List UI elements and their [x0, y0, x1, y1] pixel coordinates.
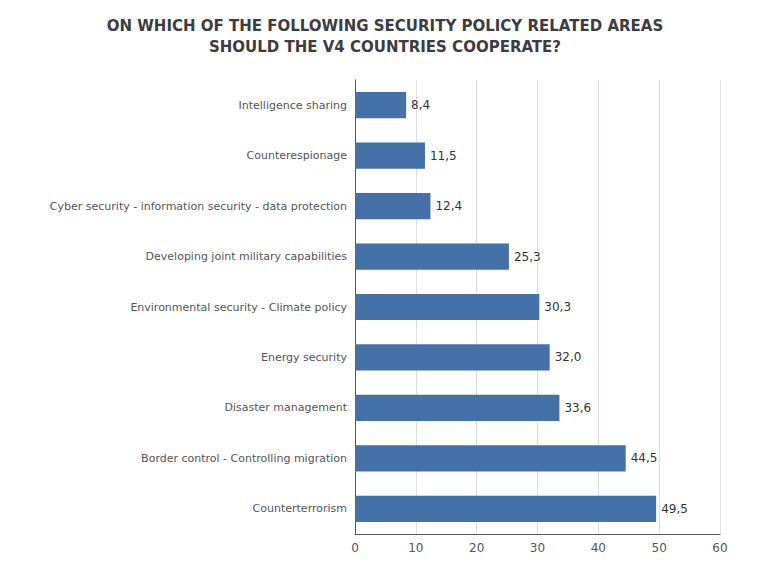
- svg-text:11,5: 11,5: [430, 149, 457, 163]
- svg-text:12,4: 12,4: [435, 199, 462, 213]
- svg-text:Environmental security - Clima: Environmental security - Climate policy: [130, 301, 347, 314]
- svg-text:60: 60: [712, 541, 727, 555]
- svg-text:8,4: 8,4: [411, 98, 430, 112]
- svg-text:44,5: 44,5: [631, 451, 658, 465]
- svg-text:Disaster management: Disaster management: [224, 401, 347, 414]
- svg-text:Energy security: Energy security: [261, 351, 347, 364]
- svg-text:0: 0: [351, 541, 359, 555]
- svg-text:Counterterrorism: Counterterrorism: [253, 502, 347, 515]
- svg-text:40: 40: [591, 541, 606, 555]
- svg-text:30,3: 30,3: [544, 300, 571, 314]
- svg-text:50: 50: [652, 541, 667, 555]
- svg-text:SHOULD THE V4 COUNTRIES COOPER: SHOULD THE V4 COUNTRIES COOPERATE?: [209, 38, 561, 56]
- svg-text:Counterespionage: Counterespionage: [247, 149, 348, 162]
- svg-text:33,6: 33,6: [564, 401, 591, 415]
- svg-text:Developing joint military capa: Developing joint military capabilities: [146, 250, 348, 263]
- svg-text:25,3: 25,3: [514, 250, 541, 264]
- svg-text:ON WHICH OF THE FOLLOWING SECU: ON WHICH OF THE FOLLOWING SECURITY POLIC…: [107, 17, 663, 35]
- svg-text:Cyber security - information s: Cyber security - information security - …: [50, 200, 347, 213]
- svg-text:20: 20: [469, 541, 484, 555]
- svg-text:Intelligence sharing: Intelligence sharing: [239, 99, 347, 112]
- svg-text:49,5: 49,5: [661, 502, 688, 516]
- svg-text:30: 30: [530, 541, 545, 555]
- svg-text:Border control - Controlling m: Border control - Controlling migration: [141, 452, 347, 465]
- svg-text:10: 10: [408, 541, 423, 555]
- svg-text:32,0: 32,0: [555, 350, 582, 364]
